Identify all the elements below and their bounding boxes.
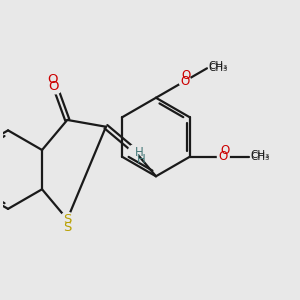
Text: O: O [47, 73, 57, 86]
Circle shape [218, 151, 229, 163]
Circle shape [48, 80, 62, 94]
Text: CH₃: CH₃ [208, 61, 228, 71]
Text: S: S [63, 221, 71, 235]
Circle shape [129, 145, 140, 157]
Text: O: O [180, 75, 190, 88]
Circle shape [60, 212, 74, 226]
Text: O: O [219, 150, 228, 163]
Text: CH₃: CH₃ [250, 152, 269, 162]
Text: S: S [63, 213, 71, 226]
Text: O: O [220, 144, 230, 157]
Text: O: O [48, 80, 58, 93]
Circle shape [179, 75, 191, 87]
Text: O: O [182, 69, 191, 82]
Text: CH₃: CH₃ [208, 63, 228, 73]
Text: H: H [137, 153, 146, 166]
Text: CH₃: CH₃ [250, 150, 269, 160]
Text: H: H [135, 146, 144, 159]
